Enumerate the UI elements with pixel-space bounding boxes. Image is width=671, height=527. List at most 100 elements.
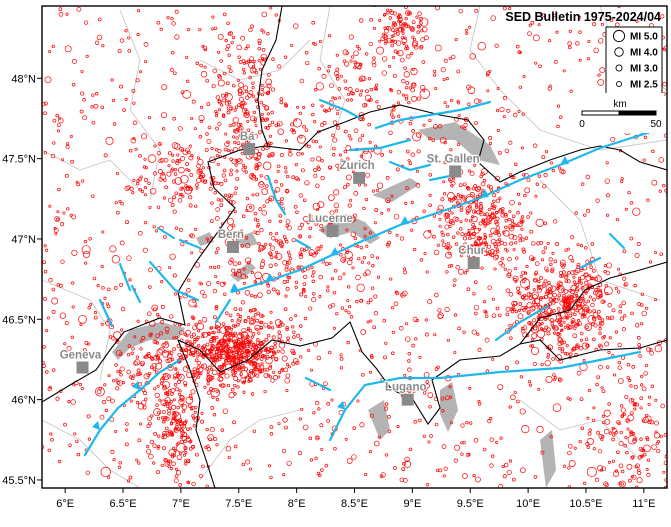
- quake-epicenter: [222, 114, 226, 118]
- quake-epicenter: [211, 369, 218, 376]
- quake-epicenter: [510, 219, 515, 223]
- quake-epicenter: [161, 409, 166, 414]
- quake-epicenter: [343, 129, 348, 134]
- quake-epicenter: [311, 20, 316, 25]
- quake-epicenter: [100, 322, 104, 326]
- quake-epicenter: [179, 428, 185, 433]
- quake-epicenter: [454, 242, 459, 246]
- city-label: Bern: [218, 229, 244, 241]
- quake-epicenter: [139, 339, 143, 343]
- quake-epicenter: [579, 275, 585, 281]
- quake-epicenter: [238, 367, 243, 372]
- quake-epicenter: [313, 120, 317, 124]
- quake-epicenter: [654, 344, 663, 353]
- quake-epicenter: [260, 28, 264, 32]
- quake-epicenter: [416, 132, 422, 138]
- quake-epicenter: [134, 147, 138, 151]
- quake-epicenter: [508, 209, 512, 214]
- quake-epicenter: [444, 213, 449, 217]
- quake-epicenter: [260, 112, 264, 116]
- quake-epicenter: [171, 452, 175, 457]
- quake-epicenter: [480, 181, 486, 187]
- quake-epicenter: [233, 191, 237, 195]
- quake-epicenter: [186, 435, 190, 440]
- quake-epicenter: [189, 233, 193, 238]
- quake-epicenter: [444, 395, 450, 401]
- quake-epicenter: [237, 88, 243, 94]
- quake-epicenter: [148, 453, 154, 460]
- quake-epicenter: [625, 450, 629, 455]
- quake-epicenter: [405, 10, 411, 16]
- quake-epicenter: [234, 344, 239, 348]
- quake-epicenter: [392, 56, 396, 60]
- quake-epicenter: [471, 216, 478, 223]
- quake-epicenter: [219, 281, 225, 287]
- quake-epicenter: [428, 203, 432, 207]
- quake-epicenter: [572, 300, 576, 304]
- quake-epicenter: [315, 183, 320, 189]
- quake-epicenter: [311, 279, 316, 284]
- quake-epicenter: [214, 216, 220, 221]
- quake-epicenter: [133, 335, 137, 339]
- quake-epicenter: [207, 332, 211, 336]
- quake-epicenter: [253, 211, 258, 216]
- quake-epicenter: [280, 367, 285, 371]
- quake-epicenter: [136, 319, 140, 323]
- x-tick-label: 6°E: [56, 498, 74, 510]
- quake-epicenter: [553, 219, 558, 224]
- quake-epicenter: [453, 458, 458, 463]
- quake-epicenter: [42, 345, 46, 349]
- quake-epicenter: [226, 110, 231, 115]
- quake-epicenter: [396, 101, 400, 105]
- y-tick-label: 46°N: [11, 395, 36, 407]
- quake-epicenter: [442, 78, 446, 82]
- quake-epicenter: [193, 410, 197, 414]
- quake-epicenter: [570, 270, 576, 276]
- quake-epicenter: [506, 108, 511, 113]
- quake-epicenter: [116, 380, 121, 385]
- quake-epicenter: [543, 279, 548, 284]
- quake-epicenter: [164, 185, 168, 190]
- quake-epicenter: [199, 105, 204, 109]
- quake-epicenter: [457, 114, 461, 118]
- quake-epicenter: [367, 122, 372, 127]
- quake-epicenter: [335, 53, 339, 57]
- quake-epicenter: [131, 89, 136, 93]
- quake-epicenter: [293, 204, 298, 209]
- quake-epicenter: [524, 305, 528, 309]
- quake-epicenter: [195, 183, 199, 187]
- quake-epicenter: [550, 269, 555, 274]
- quake-epicenter: [643, 444, 651, 453]
- quake-epicenter: [411, 67, 415, 71]
- quake-epicenter: [235, 169, 239, 173]
- quake-epicenter: [556, 283, 561, 288]
- quake-epicenter: [567, 325, 572, 330]
- quake-epicenter: [413, 337, 418, 341]
- quake-epicenter: [448, 385, 452, 389]
- quake-epicenter: [508, 405, 512, 409]
- quake-epicenter: [474, 121, 478, 125]
- quake-epicenter: [395, 27, 399, 32]
- quake-epicenter: [485, 212, 490, 217]
- quake-epicenter: [621, 469, 625, 474]
- quake-epicenter: [504, 148, 510, 154]
- quake-epicenter: [572, 280, 577, 284]
- quake-epicenter: [459, 227, 463, 231]
- quake-epicenter: [539, 295, 543, 300]
- quake-epicenter: [452, 216, 458, 222]
- x-tick-label: 9°E: [403, 498, 421, 510]
- quake-epicenter: [283, 166, 288, 170]
- quake-epicenter: [507, 224, 513, 230]
- quake-epicenter: [550, 285, 557, 292]
- quake-epicenter: [542, 13, 546, 17]
- quake-epicenter: [144, 166, 148, 170]
- quake-epicenter: [520, 467, 526, 474]
- quake-epicenter: [342, 272, 346, 276]
- quake-epicenter: [277, 324, 282, 328]
- quake-epicenter: [62, 211, 66, 215]
- quake-epicenter: [284, 103, 288, 107]
- quake-epicenter: [402, 461, 406, 466]
- quake-epicenter: [376, 256, 380, 260]
- quake-epicenter: [561, 347, 565, 351]
- quake-epicenter: [187, 278, 191, 282]
